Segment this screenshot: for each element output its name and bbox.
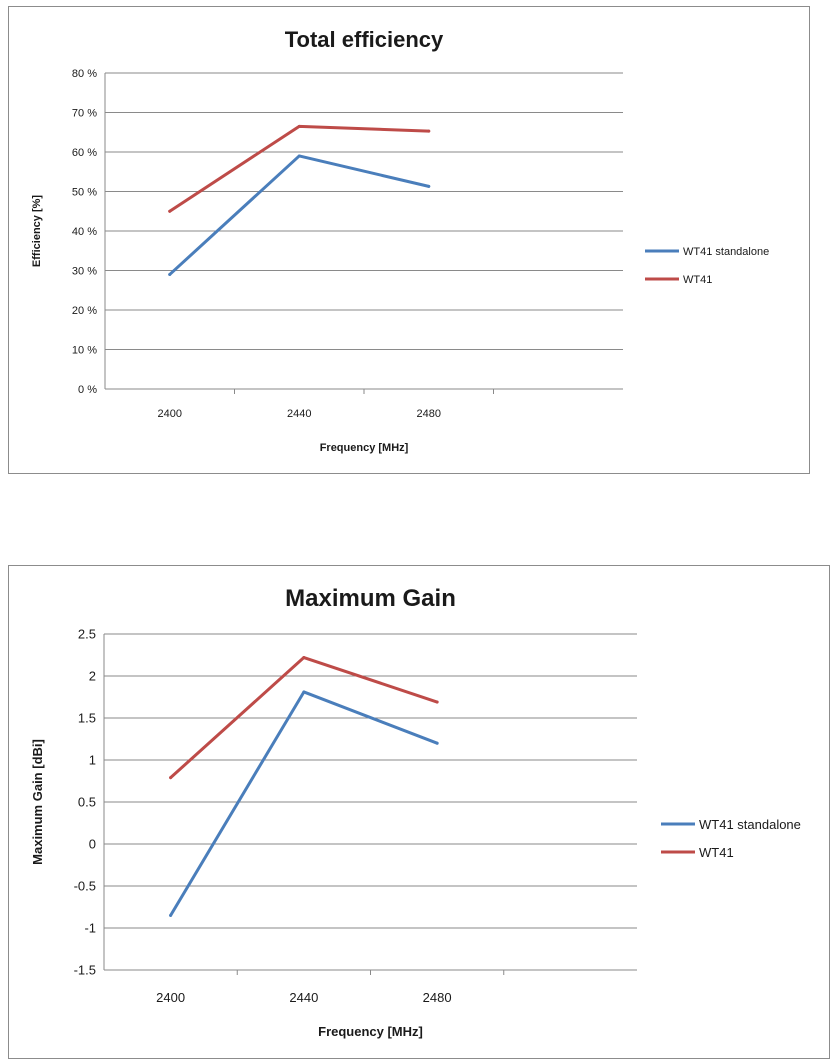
data-point — [297, 154, 301, 158]
y-tick-label: 2 — [89, 669, 96, 684]
data-point — [297, 124, 301, 128]
y-axis-title: Maximum Gain [dBi] — [30, 739, 45, 865]
chart-title: Total efficiency — [285, 27, 444, 52]
data-point — [302, 690, 306, 694]
data-point — [169, 776, 173, 780]
x-tick-label: 2440 — [289, 990, 318, 1005]
legend-label-2: WT41 — [699, 845, 734, 860]
data-point — [168, 209, 172, 213]
legend-label-1: WT41 standalone — [683, 246, 769, 258]
y-tick-label: 0.5 — [78, 795, 96, 810]
y-tick-label: -1.5 — [74, 963, 96, 978]
chart-efficiency: Total efficiency 0 % 10 % 20 % 30 % 40 % 50 % 6… — [8, 6, 810, 474]
chart-max-gain: Maximum Gain -1.5 -1 -0.5 0 0.5 1 1.5 2 2.5 2400 24… — [8, 565, 830, 1059]
y-tick-label: 30 % — [72, 265, 97, 277]
x-axis-title: Frequency [MHz] — [318, 1024, 423, 1039]
data-point — [169, 913, 173, 917]
x-tick-label: 2400 — [158, 408, 182, 420]
y-tick-label: 0 — [89, 837, 96, 852]
legend-label-2: WT41 — [683, 274, 712, 286]
data-point — [435, 700, 439, 704]
series-line-1 — [168, 154, 431, 276]
y-tick-label: 20 % — [72, 305, 97, 317]
series-line-2 — [168, 124, 431, 213]
data-point — [302, 656, 306, 660]
y-tick-label: 60 % — [72, 147, 97, 159]
y-tick-label: -1 — [84, 921, 96, 936]
y-tick-label: 10 % — [72, 344, 97, 356]
x-tick-label: 2480 — [417, 408, 441, 420]
data-point — [427, 129, 431, 133]
x-tick-label: 2400 — [156, 990, 185, 1005]
data-point — [427, 184, 431, 188]
x-axis-title: Frequency [MHz] — [320, 442, 409, 454]
chart-svg: Total efficiency 0 % 10 % 20 % 30 % 40 % 50 % 6… — [31, 27, 769, 454]
data-point — [168, 272, 172, 276]
x-tick-label: 2480 — [423, 990, 452, 1005]
x-tick-label: 2440 — [287, 408, 311, 420]
y-tick-label: 50 % — [72, 186, 97, 198]
y-tick-label: 2.5 — [78, 627, 96, 642]
chart-svg: Maximum Gain -1.5 -1 -0.5 0 0.5 1 1.5 2 2.5 2400 24… — [30, 585, 801, 1039]
y-tick-label: 0 % — [78, 384, 97, 396]
series-line-1 — [169, 690, 439, 917]
y-tick-label: 80 % — [72, 68, 97, 80]
y-axis-title: Efficiency [%] — [31, 195, 43, 267]
chart-title: Maximum Gain — [285, 585, 456, 612]
y-tick-label: 70 % — [72, 107, 97, 119]
y-tick-label: -0.5 — [74, 879, 96, 894]
y-tick-label: 1.5 — [78, 711, 96, 726]
legend-label-1: WT41 standalone — [699, 817, 801, 832]
y-tick-label: 40 % — [72, 226, 97, 238]
y-tick-label: 1 — [89, 753, 96, 768]
data-point — [435, 741, 439, 745]
